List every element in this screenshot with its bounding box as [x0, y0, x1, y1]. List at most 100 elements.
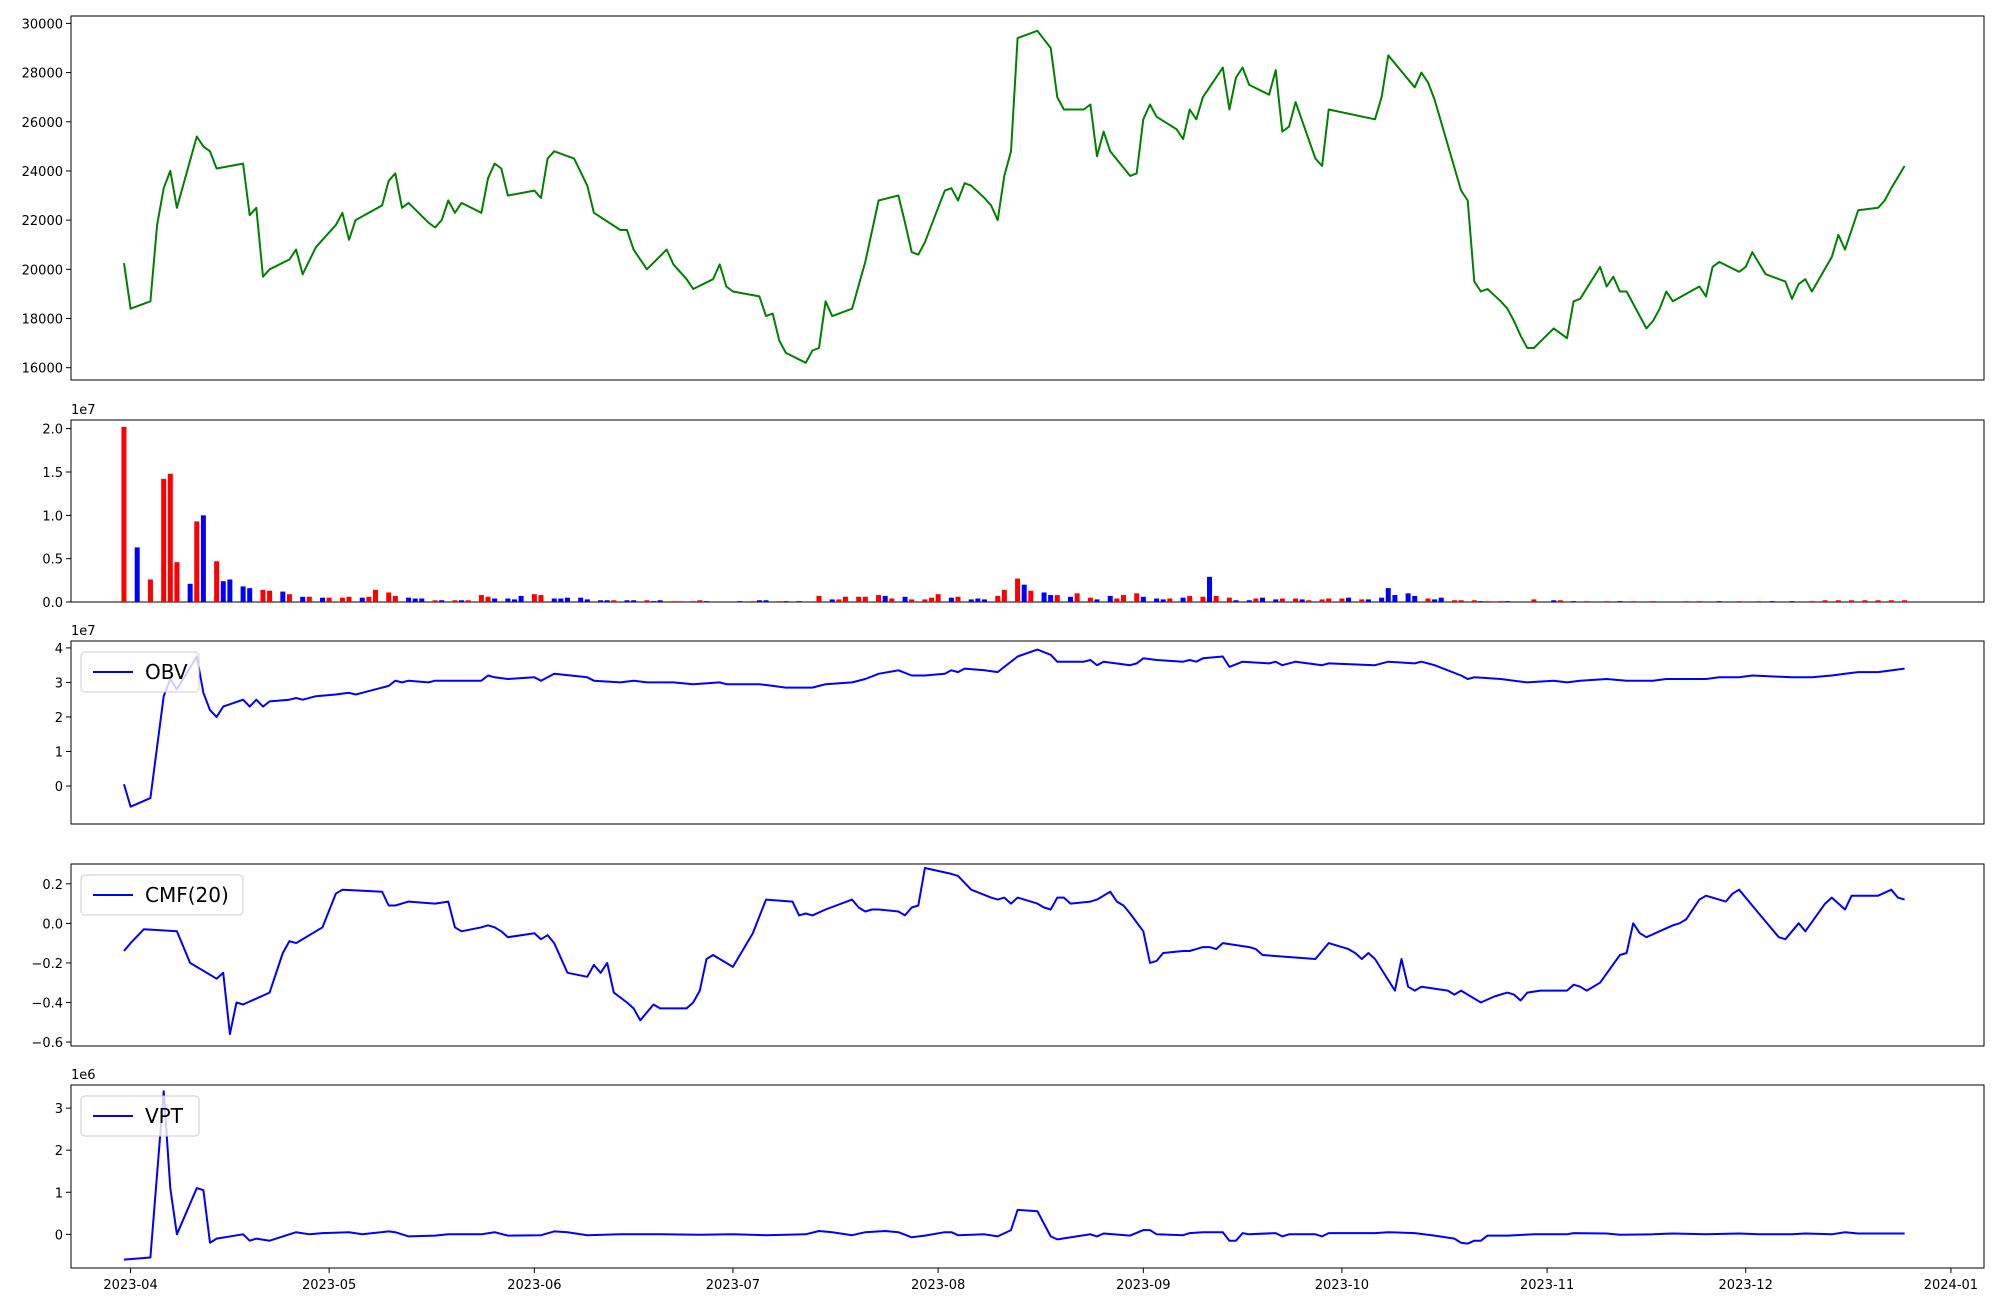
panel-vpt-legend-box: [80, 1095, 200, 1137]
volume-bar: [1246, 600, 1252, 602]
panel-volume-ytick-label: 0.0: [42, 596, 63, 611]
volume-bar: [1412, 595, 1418, 602]
volume-bar: [1253, 598, 1259, 602]
volume-bar: [492, 598, 498, 602]
volume-bar: [697, 600, 703, 602]
volume-bar: [551, 598, 557, 602]
volume-bar: [1617, 601, 1623, 602]
volume-bar: [392, 595, 398, 602]
volume-bar: [1346, 597, 1352, 602]
volume-bar: [1001, 589, 1007, 602]
volume-bar: [1498, 601, 1504, 602]
volume-bar: [1716, 601, 1722, 602]
volume-bar: [1068, 596, 1074, 602]
x-tick-label: 2023-06: [507, 1278, 561, 1293]
volume-bar: [1140, 596, 1146, 602]
panel-obv-line: [123, 648, 1905, 808]
volume-bar: [1531, 599, 1537, 602]
volume-bar: [1432, 599, 1438, 602]
volume-bar: [558, 598, 564, 602]
panel-obv-legend-label: OBV: [145, 660, 188, 684]
volume-bar: [1504, 601, 1510, 602]
volume-bar: [1485, 601, 1491, 602]
panel-price-ytick-label: 28000: [22, 67, 63, 82]
volume-bar: [1451, 600, 1457, 602]
volume-bar: [935, 594, 941, 602]
volume-bar: [174, 562, 180, 602]
volume-bar: [1226, 597, 1232, 602]
volume-bar: [836, 599, 842, 602]
volume-bar: [1114, 598, 1120, 602]
volume-bar: [121, 426, 127, 602]
volume-bar: [776, 601, 782, 602]
panel-vpt-offset-text: 1e6: [71, 1068, 96, 1083]
volume-bar: [604, 600, 610, 602]
volume-bar: [816, 595, 822, 602]
volume-bar: [1279, 598, 1285, 602]
volume-bar: [1028, 590, 1034, 602]
volume-bar: [432, 600, 438, 602]
volume-bar: [783, 601, 789, 602]
volume-bar: [598, 600, 604, 602]
volume-bar: [1862, 600, 1868, 602]
panel-price-ytick-label: 26000: [22, 116, 63, 131]
panel-vpt-ytick-label: 0: [55, 1228, 63, 1243]
volume-bar: [981, 599, 987, 602]
x-tick-label: 2023-08: [911, 1278, 965, 1293]
volume-bar: [147, 579, 153, 602]
volume-bar: [1438, 597, 1444, 602]
volume-bar: [1650, 601, 1656, 602]
panel-volume-ytick-label: 0.5: [42, 553, 63, 568]
panel-vpt-ytick-label: 1: [55, 1186, 63, 1201]
panel-cmf-20-frame: [70, 863, 1985, 1047]
x-tick-label: 2023-10: [1315, 1278, 1369, 1293]
volume-bar: [1359, 599, 1365, 602]
volume-bar: [1822, 600, 1828, 602]
volume-bar: [406, 597, 412, 602]
volume-bar: [459, 600, 465, 602]
volume-bar: [1326, 598, 1332, 602]
panel-obv-legend-box: [80, 651, 200, 693]
volume-bar: [339, 597, 345, 602]
volume-bar: [902, 596, 908, 602]
volume-bar: [386, 592, 392, 602]
volume-bar: [419, 598, 425, 602]
volume-bar: [1458, 600, 1464, 602]
volume-bar: [1835, 600, 1841, 602]
volume-bar: [1379, 597, 1385, 602]
volume-bar: [1306, 600, 1312, 602]
volume-bar: [737, 601, 743, 602]
volume-bar: [703, 601, 709, 602]
volume-bar: [756, 600, 762, 602]
volume-bar: [578, 597, 584, 602]
volume-bar: [518, 595, 524, 602]
x-tick-label: 2023-11: [1520, 1278, 1574, 1293]
volume-bar: [677, 601, 683, 602]
volume-bar: [280, 591, 286, 602]
volume-bar: [1120, 595, 1126, 602]
volume-bar: [161, 478, 167, 602]
volume-bar: [1736, 601, 1742, 602]
volume-bar: [1293, 598, 1299, 602]
panel-price-line: [123, 29, 1906, 364]
volume-bar: [134, 547, 140, 602]
x-tick-label: 2023-12: [1719, 1278, 1773, 1293]
volume-bar: [909, 599, 915, 602]
panel-obv-ytick-label: 1: [55, 745, 63, 760]
volume-bar: [1048, 595, 1054, 602]
volume-bar: [1630, 601, 1636, 602]
volume-bar: [267, 590, 273, 602]
volume-bar: [1696, 601, 1702, 602]
panel-price-ytick-label: 18000: [22, 313, 63, 328]
volume-bar: [412, 598, 418, 602]
x-tick-label: 2023-05: [302, 1278, 356, 1293]
volume-bar: [975, 598, 981, 602]
volume-bar: [372, 589, 378, 602]
panel-cmf-20-ytick-label: 0.2: [42, 878, 63, 893]
volume-bar: [948, 597, 954, 602]
panel-obv-ytick-label: 3: [55, 676, 63, 691]
panel-volume-ytick-label: 1.0: [42, 509, 63, 524]
volume-bar: [220, 581, 226, 602]
volume-bar: [1015, 578, 1021, 602]
volume-bar: [968, 599, 974, 602]
